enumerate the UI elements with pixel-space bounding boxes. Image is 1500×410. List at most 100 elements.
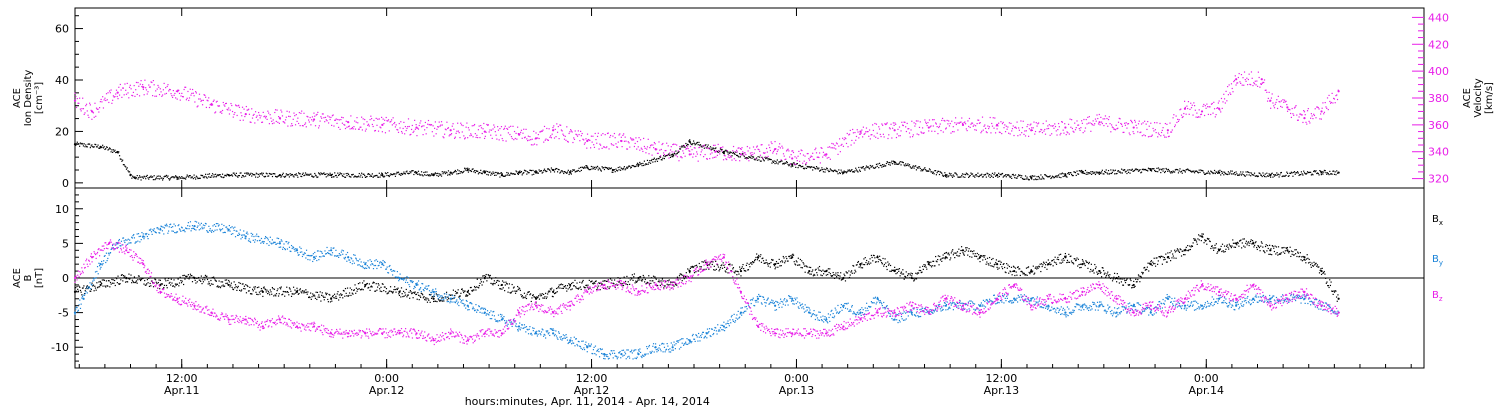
- density-series-dot: [880, 164, 882, 167]
- density-series-dot: [993, 173, 995, 176]
- velocity-series-dot: [284, 122, 286, 124]
- density-series-dot: [223, 176, 225, 178]
- bx-series-dot: [145, 284, 147, 286]
- velocity-series-dot: [628, 142, 630, 144]
- bx-series-dot: [812, 275, 814, 277]
- velocity-series-dot: [276, 109, 278, 111]
- density-series-dot: [622, 168, 624, 171]
- bx-series-dot: [921, 271, 923, 273]
- velocity-series-dot: [752, 146, 755, 148]
- density-series-dot: [337, 172, 339, 174]
- velocity-series-dot: [719, 153, 721, 155]
- density-series-dot: [1273, 175, 1276, 177]
- density-series-dot: [113, 150, 115, 153]
- bx-series-dot: [114, 284, 116, 287]
- velocity-series-dot: [791, 150, 793, 152]
- density-series-dot: [1313, 170, 1315, 173]
- velocity-series-dot: [772, 150, 775, 153]
- velocity-series-dot: [623, 140, 626, 142]
- velocity-series-dot: [732, 150, 734, 152]
- density-series-dot: [646, 163, 648, 166]
- bx-series-dot: [940, 258, 942, 260]
- velocity-series-dot: [271, 120, 273, 122]
- density-series-dot: [169, 178, 171, 180]
- density-series-dot: [928, 170, 930, 172]
- bx-series-dot: [939, 255, 941, 258]
- velocity-series-dot: [590, 135, 592, 137]
- velocity-series-dot: [1196, 112, 1198, 114]
- velocity-series-dot: [1317, 107, 1319, 109]
- velocity-series-dot: [735, 159, 737, 162]
- velocity-series-dot: [847, 146, 849, 148]
- bx-series-dot: [648, 283, 651, 285]
- density-series-dot: [332, 176, 334, 178]
- bx-series-dot: [663, 287, 665, 289]
- density-series-dot: [548, 168, 550, 171]
- density-series-dot: [130, 173, 132, 176]
- density-series-dot: [1336, 172, 1339, 174]
- density-series-dot: [373, 175, 375, 177]
- bx-series-dot: [476, 278, 478, 280]
- bx-series-dot: [982, 259, 984, 261]
- velocity-series-dot: [199, 98, 201, 100]
- velocity-series-dot: [576, 134, 578, 136]
- density-series-dot: [380, 174, 382, 176]
- density-series-dot: [477, 170, 479, 172]
- density-series-dot: [1158, 169, 1160, 171]
- density-series-dot: [322, 173, 324, 175]
- density-series-dot: [1235, 171, 1237, 173]
- density-series-dot: [1020, 176, 1022, 179]
- density-series-dot: [1167, 168, 1170, 171]
- density-series-dot: [92, 146, 95, 148]
- bx-series-dot: [297, 293, 299, 295]
- density-series-dot: [1269, 175, 1271, 177]
- density-series-dot: [1140, 171, 1143, 173]
- velocity-series-dot: [588, 139, 590, 141]
- bx-series-dot: [498, 280, 500, 282]
- density-series-dot: [1144, 168, 1146, 171]
- velocity-series-dot: [79, 108, 81, 110]
- density-series-dot: [729, 152, 731, 154]
- density-series-dot: [409, 170, 411, 173]
- velocity-series-dot: [524, 136, 526, 138]
- velocity-series-dot: [207, 100, 209, 102]
- velocity-series-dot: [1212, 112, 1214, 114]
- density-series-dot: [921, 168, 923, 171]
- bx-series-dot: [773, 265, 776, 267]
- velocity-series-dot: [1098, 113, 1100, 116]
- density-series-dot: [367, 173, 369, 175]
- velocity-series-dot: [503, 128, 505, 130]
- bx-series-dot: [830, 275, 832, 277]
- bx-series-dot: [844, 275, 846, 277]
- velocity-series-dot: [100, 98, 102, 101]
- density-series-dot: [845, 171, 847, 173]
- bx-series-dot: [107, 285, 109, 287]
- bx-series-dot: [242, 283, 244, 285]
- velocity-series-dot: [583, 139, 585, 141]
- density-series-dot: [413, 173, 415, 176]
- bx-series-dot: [191, 274, 193, 277]
- density-series-dot: [208, 173, 211, 175]
- density-series-dot: [366, 175, 368, 178]
- density-series-dot: [115, 151, 117, 154]
- top-right-axis-title: ACEVelocity[km/s]: [1462, 78, 1495, 117]
- density-series-dot: [1321, 171, 1323, 173]
- velocity-series-dot: [998, 122, 1000, 124]
- density-series-dot: [1076, 170, 1078, 172]
- density-series-dot: [298, 172, 300, 174]
- density-series-dot: [101, 146, 103, 148]
- velocity-series-dot: [486, 123, 488, 126]
- bx-series-dot: [605, 280, 608, 283]
- velocity-series-dot: [656, 148, 658, 150]
- density-series-dot: [447, 170, 450, 172]
- velocity-series-dot: [400, 121, 402, 123]
- bx-series-dot: [603, 280, 605, 282]
- bx-series-dot: [454, 290, 457, 293]
- density-series-dot: [114, 149, 116, 151]
- velocity-series-dot: [469, 135, 471, 137]
- density-series-dot: [1285, 174, 1287, 176]
- bx-series-dot: [297, 289, 299, 292]
- density-series-dot: [365, 176, 367, 178]
- velocity-series-dot: [1004, 131, 1007, 133]
- velocity-series-dot: [388, 130, 390, 132]
